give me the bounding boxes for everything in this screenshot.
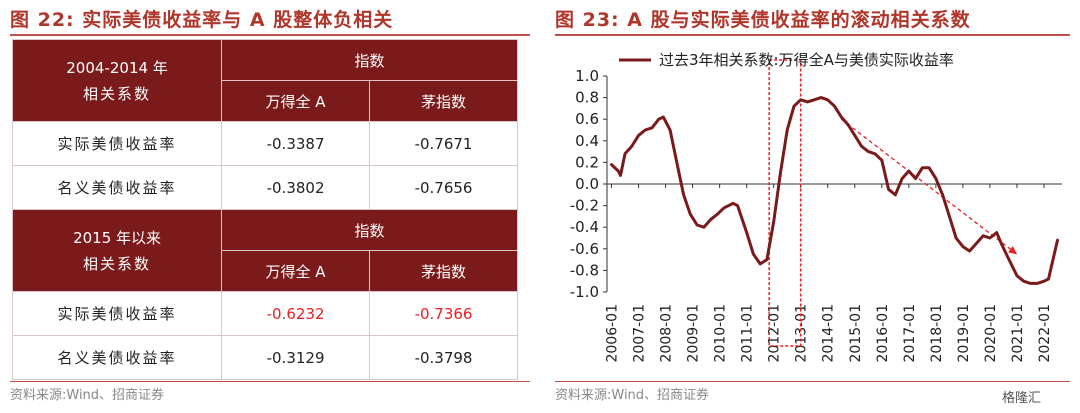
y-tick-label: 0.6: [575, 110, 599, 128]
period-cell-2: 2015 年以来 相关系数: [11, 209, 223, 292]
period-label-1: 2004-2014 年: [66, 58, 168, 77]
row-value: -0.3387: [221, 121, 371, 166]
row-value: -0.7671: [369, 121, 518, 166]
left-bottom-rule: [10, 381, 530, 382]
y-tick-label: -0.8: [570, 261, 599, 279]
left-source-note: 资料来源:Wind、招商证券: [10, 388, 165, 403]
period-label-2: 2015 年以来: [73, 228, 162, 247]
left-title-rule: [10, 34, 530, 36]
row-value: -0.3129: [221, 335, 371, 380]
x-tick-label: 2009-01: [686, 304, 702, 363]
x-tick-label: 2015-01: [848, 304, 864, 363]
x-tick-label: 2018-01: [929, 304, 945, 363]
row-label: 实际美债收益率: [11, 291, 223, 336]
trend-arrow-head: [1008, 246, 1017, 255]
y-tick-label: -0.6: [570, 240, 599, 258]
y-tick-label: 1.0: [575, 67, 599, 85]
x-tick-label: 2017-01: [902, 304, 918, 363]
col-header-wind-a-2: 万得全 A: [221, 250, 371, 292]
table-row: 名义美债收益率 -0.3802 -0.7656: [11, 165, 518, 210]
x-tick-label: 2020-01: [983, 304, 999, 363]
row-value: -0.7656: [369, 165, 518, 210]
period-sublabel-1: 相关系数: [83, 84, 152, 103]
row-label: 名义美债收益率: [11, 165, 223, 210]
period-cell-1: 2004-2014 年 相关系数: [11, 39, 223, 122]
row-value: -0.3798: [369, 335, 518, 380]
x-tick-label: 2006-01: [605, 304, 621, 363]
rolling-correlation-chart: 1.0 0.8 0.6 0.4 0.2 0.0 -0.2 -0.4 -0.6 -0.8 -1.0 20…: [570, 51, 1062, 363]
col-header-mao-2: 茅指数: [369, 250, 518, 292]
row-value-highlight: -0.7366: [369, 291, 518, 336]
highlight-dashed-box: [768, 59, 802, 347]
left-panel-title: 图 22: 实际美债收益率与 A 股整体负相关: [10, 9, 394, 31]
trend-arrow-line: [840, 118, 1018, 255]
legend-label: 过去3年相关系数:万得全A与美债实际收益率: [659, 51, 954, 69]
x-tick-label: 2014-01: [821, 304, 837, 363]
x-tick-label: 2021-01: [1010, 304, 1026, 363]
x-tick-label: 2019-01: [956, 304, 972, 363]
table-row: 实际美债收益率 -0.6232 -0.7366: [11, 291, 518, 336]
col-header-mao-1: 茅指数: [369, 80, 518, 122]
x-tick-label: 2007-01: [632, 304, 648, 363]
y-tick-label: 0.8: [575, 89, 599, 107]
row-label: 名义美债收益率: [11, 335, 223, 380]
period-sublabel-2: 相关系数: [83, 254, 152, 273]
group-header-2: 指数: [221, 209, 518, 251]
x-tick-label: 2013-01: [794, 304, 810, 363]
y-tick-label: 0.4: [575, 132, 599, 150]
right-panel-title: 图 23: A 股与实际美债收益率的滚动相关系数: [555, 9, 971, 31]
table-row: 名义美债收益率 -0.3129 -0.3798: [11, 335, 518, 380]
y-tick-label: 0.0: [575, 175, 599, 193]
right-title-rule: [555, 34, 1070, 36]
x-tick-label: 2022-01: [1037, 304, 1053, 363]
x-tick-label: 2016-01: [875, 304, 891, 363]
series-line: [610, 96, 1059, 285]
correlation-table: 2004-2014 年 相关系数 指数 万得全 A 茅指数 实际美债收益率 -0…: [11, 39, 518, 380]
row-value-highlight: -0.6232: [221, 291, 371, 336]
x-tick-label: 2012-01: [767, 304, 783, 363]
x-tick-label: 2008-01: [659, 304, 675, 363]
y-tick-label: 0.2: [575, 153, 599, 171]
col-header-wind-a-1: 万得全 A: [221, 80, 371, 122]
y-tick-label: -0.4: [570, 218, 599, 236]
x-tick-label: 2011-01: [740, 304, 756, 363]
y-tick-label: -1.0: [570, 283, 599, 301]
table-row: 实际美债收益率 -0.3387 -0.7671: [11, 121, 518, 166]
right-bottom-rule: [555, 381, 1070, 382]
y-tick-label: -0.2: [570, 197, 599, 215]
group-header-1: 指数: [221, 39, 518, 81]
x-tick-label: 2010-01: [713, 304, 729, 363]
row-label: 实际美债收益率: [11, 121, 223, 166]
row-value: -0.3802: [221, 165, 371, 210]
right-source-note: 资料来源:Wind、招商证券: [555, 388, 710, 403]
watermark-logo: 格隆汇: [1002, 391, 1042, 406]
